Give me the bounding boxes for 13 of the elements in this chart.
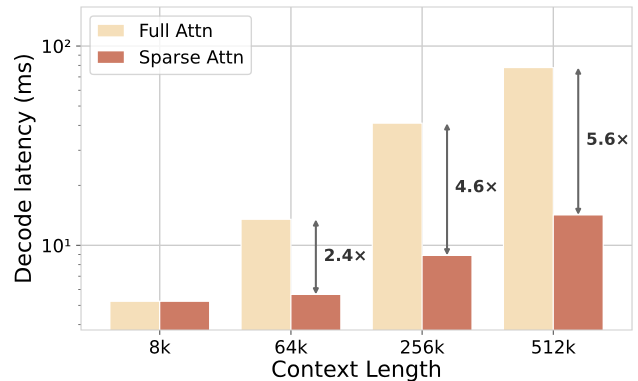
y-tick-label: 10² (43, 40, 70, 54)
x-tick-label: 64k (275, 340, 308, 354)
x-tick-label: 8k (150, 340, 171, 354)
y-tick-label: 10¹ (43, 238, 70, 252)
x-tick-label: 512k (532, 340, 576, 354)
annotation: 2.4× (325, 248, 366, 261)
legend-label: Sparse Attn (140, 50, 243, 68)
legend-label: Full Attn (140, 23, 212, 38)
x-tick-label: 256k (400, 340, 445, 354)
annotation: 4.6× (456, 180, 496, 192)
x-axis-title: Context Length (272, 360, 440, 381)
annotation: 5.6× (587, 132, 628, 146)
y-axis-title: Decode latency (ms) (14, 55, 36, 282)
